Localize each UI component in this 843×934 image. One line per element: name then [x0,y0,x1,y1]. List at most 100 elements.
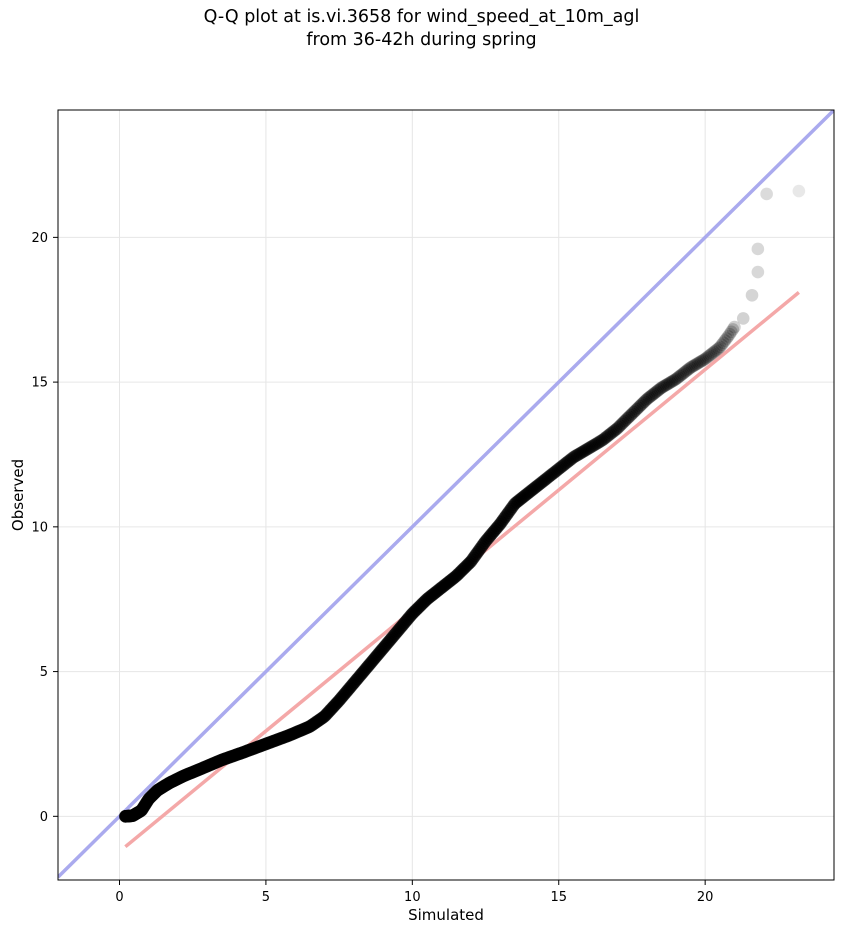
qq-point [526,483,539,497]
qq-point [644,390,657,403]
qq-point [625,407,639,420]
qq-point [603,428,617,441]
qq-point [687,359,700,373]
qq-point [665,375,679,388]
x-tick-label: 20 [697,890,714,905]
chart-title-line-2: from 36-42h during spring [306,30,537,50]
qq-point [560,456,574,469]
x-tick-label: 5 [262,890,270,905]
qq-point [562,454,575,468]
qq-point [588,438,602,451]
qq-point [585,440,599,453]
qq-point [630,402,644,416]
qq-point [691,356,705,370]
qq-point [641,392,654,406]
qq-point [576,445,590,458]
qq-point [685,360,699,374]
qq-point [534,476,548,490]
qq-point [709,344,722,358]
qq-point [615,417,629,431]
qq-point [624,408,638,422]
qq-point [621,411,635,425]
qq-point [682,362,696,376]
chart-title: Q-Q plot at is.vi.3658 for wind_speed_at… [0,6,843,52]
qq-point [648,386,662,400]
qq-point [792,184,806,198]
qq-point [712,341,725,355]
qq-point [563,453,577,467]
qq-point [549,465,562,478]
qq-point [556,459,569,473]
qq-point [718,334,732,347]
qq-point [721,330,735,343]
qq-point [670,372,683,385]
qq-point [530,480,543,493]
qq-point [569,449,583,463]
qq-point [681,363,694,377]
axis-ticks: 0 5 10 15 20 0 5 10 15 20 [31,231,713,905]
qq-point [579,443,593,457]
qq-point [651,384,665,397]
qq-point [645,388,659,402]
qq-point [713,340,727,354]
qq-point [633,399,647,413]
qq-point [690,357,704,371]
qq-point [673,369,686,383]
qq-point [707,345,721,359]
qq-point [760,187,773,201]
qq-point [612,420,626,434]
data-points [119,184,806,823]
qq-point [547,466,561,480]
qq-point [601,429,615,442]
qq-point [594,434,608,448]
qq-point [704,348,718,361]
qq-point [674,368,688,382]
qq-point [701,350,714,364]
qq-point [543,469,556,483]
qq-point [546,467,559,481]
qq-point [593,435,606,449]
qq-point [628,404,642,417]
qq-point [736,312,750,325]
qq-point [688,358,702,372]
qq-point [600,430,614,444]
qq-point [578,444,591,458]
qq-point [590,437,603,451]
qq-point [559,457,572,470]
qq-point [677,366,691,379]
qq-point [671,371,685,384]
qq-point [587,439,600,452]
qq-point [553,461,566,475]
qq-point [528,481,542,494]
qq-point [664,376,677,389]
qq-point [656,380,670,394]
qq-point [635,398,648,411]
qq-point [541,471,555,484]
qq-point [581,442,594,456]
qq-point [698,353,711,366]
qq-point [595,433,609,447]
qq-point [751,242,765,256]
identity-line [58,110,834,879]
qq-point [638,395,651,408]
qq-point [679,365,693,378]
qq-point [570,448,584,462]
qq-point [591,436,605,450]
qq-point [699,351,713,365]
plot-frame [57,109,835,881]
qq-point [696,353,710,367]
x-tick-label: 15 [550,890,567,905]
qq-point [607,424,621,438]
qq-point [619,413,633,426]
qq-point [550,464,564,477]
qq-point [567,450,581,464]
qq-point [659,378,673,392]
qq-point [575,446,588,459]
qq-point [632,401,645,414]
qq-point [557,458,571,472]
qq-point [647,387,660,401]
qq-point [597,432,611,446]
qq-point [653,382,666,396]
qq-point [606,425,620,439]
qq-point [544,468,558,482]
